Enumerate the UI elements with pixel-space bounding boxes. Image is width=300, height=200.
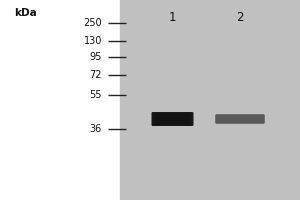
FancyBboxPatch shape: [154, 113, 191, 125]
Text: 95: 95: [90, 52, 102, 62]
Text: 1: 1: [169, 11, 176, 24]
Bar: [120, 0, 300, 200]
Text: 2: 2: [236, 11, 244, 24]
FancyBboxPatch shape: [215, 114, 265, 124]
FancyBboxPatch shape: [152, 112, 193, 126]
Text: 130: 130: [84, 36, 102, 46]
Text: 55: 55: [89, 90, 102, 100]
Text: 250: 250: [83, 18, 102, 28]
Text: 36: 36: [90, 124, 102, 134]
Text: 72: 72: [89, 70, 102, 80]
Text: kDa: kDa: [14, 8, 37, 18]
FancyBboxPatch shape: [152, 112, 194, 126]
